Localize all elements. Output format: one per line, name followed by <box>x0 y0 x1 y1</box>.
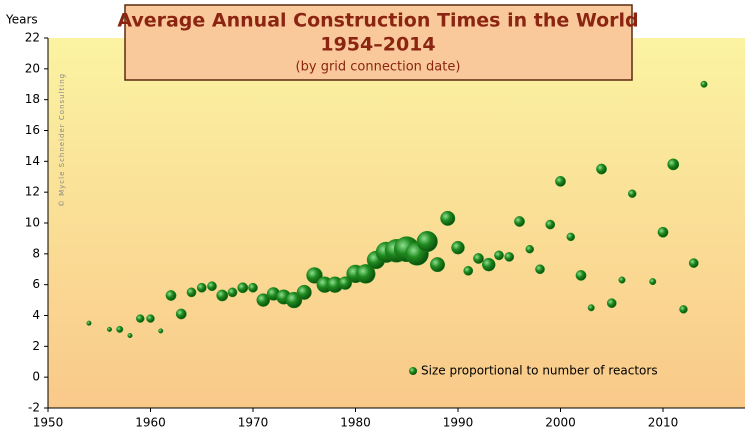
bubble <box>504 252 515 262</box>
legend-marker <box>409 367 417 375</box>
y-tick-label: 8 <box>32 246 40 260</box>
bubble <box>628 189 637 198</box>
watermark: © Mycle Schneider Consulting <box>58 73 66 207</box>
bubble <box>216 289 229 302</box>
bubble <box>679 305 688 314</box>
bubble <box>416 230 438 253</box>
bubble <box>649 278 657 286</box>
bubble <box>451 240 465 255</box>
bubble <box>575 270 587 281</box>
y-tick-label: 12 <box>25 185 40 199</box>
y-axis-label: Years <box>5 13 38 27</box>
bubble <box>237 282 249 294</box>
x-tick-label: 1970 <box>238 416 269 430</box>
bubble <box>227 287 238 298</box>
bubble <box>296 284 312 300</box>
bubble <box>535 264 545 275</box>
bubble <box>127 332 133 339</box>
y-tick-label: 0 <box>32 370 40 384</box>
title-box <box>124 4 633 81</box>
plot-area <box>48 38 745 408</box>
y-tick-label: 4 <box>32 308 40 322</box>
bubble <box>186 287 197 298</box>
y-tick-label: 6 <box>32 277 40 291</box>
bubble <box>618 276 626 284</box>
bubble <box>596 163 607 175</box>
legend-text: Size proportional to number of reactors <box>421 364 658 378</box>
bubble <box>356 264 376 284</box>
y-tick-label: 16 <box>25 123 40 137</box>
bubble <box>667 158 680 171</box>
bubble <box>136 314 145 323</box>
bubble <box>175 308 187 320</box>
bubble <box>494 250 504 261</box>
bubble <box>606 298 617 309</box>
bubble <box>566 232 575 242</box>
bubble <box>146 314 155 323</box>
y-tick-label: -2 <box>28 401 40 415</box>
bubble <box>86 320 92 326</box>
x-tick-label: 2000 <box>545 416 576 430</box>
chart-title: Average Annual Construction Times in the… <box>117 10 638 32</box>
bubble <box>688 258 699 268</box>
bubble <box>429 257 446 273</box>
x-tick-label: 1990 <box>443 416 474 430</box>
bubble <box>473 253 484 264</box>
bubble <box>700 80 708 88</box>
y-tick-label: 22 <box>25 31 40 45</box>
bubble <box>440 210 456 226</box>
bubble <box>587 304 595 312</box>
bubble <box>338 276 353 290</box>
bubble <box>207 281 217 292</box>
bubble <box>165 290 177 301</box>
bubble <box>256 293 271 307</box>
bubble <box>657 226 669 238</box>
x-tick-label: 2010 <box>648 416 679 430</box>
y-tick-label: 20 <box>25 61 40 75</box>
bubble <box>481 257 496 272</box>
bubble <box>116 325 124 333</box>
bubble <box>555 175 566 187</box>
bubble <box>106 326 113 332</box>
x-tick-label: 1950 <box>33 416 64 430</box>
bubble <box>514 216 525 227</box>
bubble <box>463 265 474 276</box>
chart-note: (by grid connection date) <box>296 60 461 75</box>
bubble <box>196 282 207 293</box>
y-tick-label: 18 <box>25 92 40 106</box>
y-tick-label: 14 <box>25 154 40 168</box>
chart-subtitle: 1954–2014 <box>320 34 435 56</box>
y-tick-label: 2 <box>32 339 40 353</box>
x-tick-label: 1960 <box>135 416 166 430</box>
bubble <box>158 328 164 334</box>
x-tick-label: 1980 <box>340 416 371 430</box>
bubble <box>248 282 258 293</box>
bubble <box>525 244 534 254</box>
bubble <box>545 219 556 230</box>
y-tick-label: 10 <box>25 216 40 230</box>
